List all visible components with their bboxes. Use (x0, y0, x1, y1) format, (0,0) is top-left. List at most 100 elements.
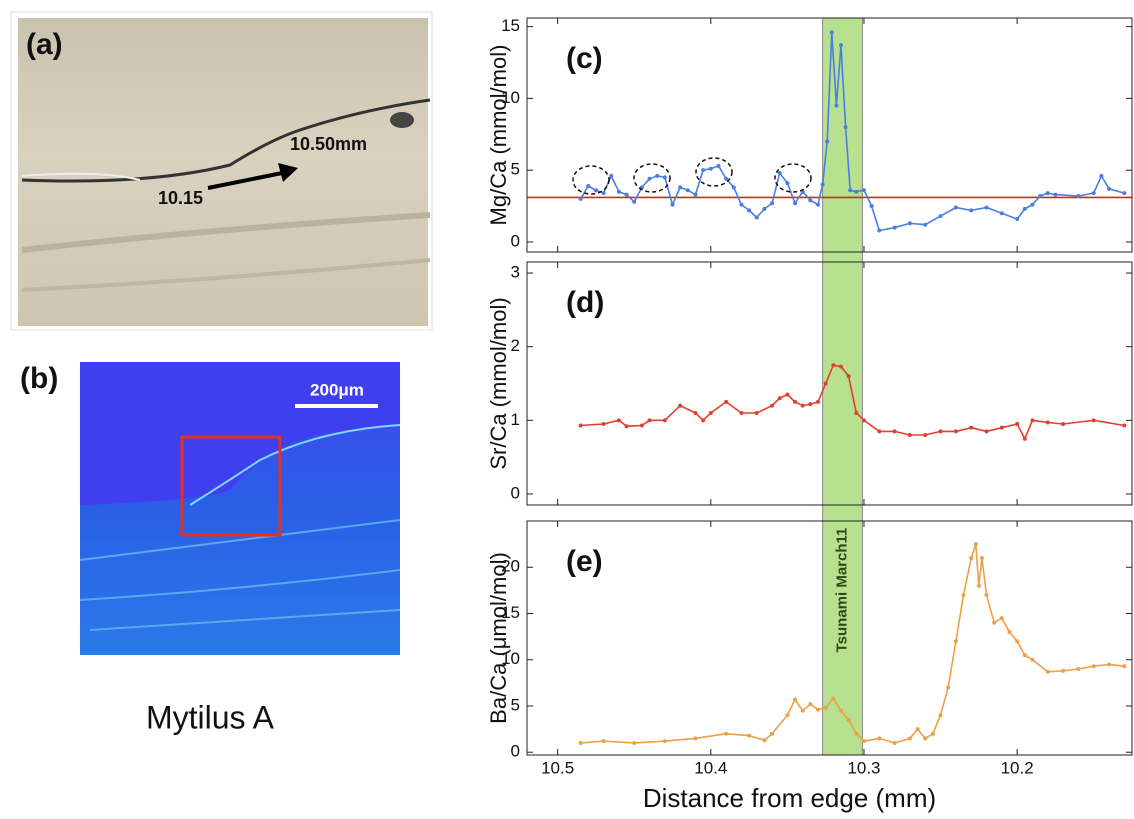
data-point (754, 410, 759, 415)
data-point (969, 425, 974, 430)
x-tick-label: 10.4 (694, 758, 727, 777)
y-tick-label: 0 (511, 742, 520, 761)
data-point (785, 181, 790, 186)
data-point (953, 639, 958, 644)
peak-circles (572, 157, 812, 195)
data-point (816, 399, 821, 404)
plot-frame (526, 261, 1133, 506)
data-point (770, 201, 775, 206)
data-point (1107, 186, 1112, 191)
growth-line (21, 212, 431, 253)
peak-circle (774, 163, 812, 193)
data-point (762, 738, 767, 743)
panel-label: (e) (566, 545, 603, 578)
peak-circle (695, 157, 733, 187)
arrow-head (278, 163, 298, 182)
data-point (586, 183, 591, 188)
y-tick-label: 5 (511, 695, 520, 714)
data-point (892, 740, 897, 745)
data-point (923, 222, 928, 227)
data-point (1091, 418, 1096, 423)
data-point (647, 176, 652, 181)
data-point (846, 374, 851, 379)
shell-feature (390, 112, 414, 128)
data-point (976, 583, 981, 588)
data-point (915, 727, 920, 732)
data-point (953, 429, 958, 434)
data-point (999, 616, 1004, 621)
data-point (808, 702, 813, 707)
data-point (946, 685, 951, 690)
data-point (662, 175, 667, 180)
arrow (207, 170, 288, 190)
photo (18, 18, 428, 326)
data-point (601, 739, 606, 744)
data-point (609, 173, 614, 178)
data-point (1107, 662, 1112, 667)
data-point (793, 399, 798, 404)
data-point (1007, 629, 1012, 634)
data-point (793, 697, 798, 702)
growth-band (79, 519, 401, 631)
data-point (724, 399, 729, 404)
data-point (1030, 202, 1035, 207)
y-axis-label: Sr/Ca (mmol/mol) (486, 297, 511, 469)
data-point (831, 696, 836, 701)
data-point (861, 739, 866, 744)
shell-edge (21, 98, 431, 183)
data-point (877, 228, 882, 233)
data-point (647, 418, 652, 423)
y-axis-label: Ba/Ca (μmol/mol) (486, 552, 511, 724)
y-tick-label: 10 (501, 649, 520, 668)
data-point (724, 731, 729, 736)
data-point (877, 736, 882, 741)
data-point (754, 215, 759, 220)
y-tick-label: 15 (501, 16, 520, 35)
data-point (907, 736, 912, 741)
data-point (1091, 191, 1096, 196)
data-point (892, 429, 897, 434)
data-point (632, 199, 637, 204)
data-point (1045, 420, 1050, 425)
data-point (1030, 418, 1035, 423)
data-point (816, 707, 821, 712)
data-point (693, 410, 698, 415)
data-point (708, 166, 713, 171)
data-point (693, 736, 698, 741)
data-point (800, 403, 805, 408)
y-tick-label: 0 (511, 483, 520, 502)
data-point (678, 403, 683, 408)
x-axis-label: Distance from edge (mm) (643, 783, 936, 813)
data-point (923, 433, 928, 438)
data-point (724, 176, 729, 181)
data-point (999, 425, 1004, 430)
data-point (1022, 206, 1027, 211)
panel-label: (b) (20, 362, 58, 395)
data-point (923, 736, 928, 741)
data-point (838, 364, 843, 369)
caption: Mytilus A (146, 699, 275, 735)
data-point (930, 731, 935, 736)
data-point (716, 163, 721, 168)
annotation: 10.15 (158, 188, 203, 208)
data-point (861, 188, 866, 193)
data-point (846, 717, 851, 722)
data-point (834, 103, 839, 108)
data-point (969, 555, 974, 560)
data-point (869, 204, 874, 209)
data-point (848, 188, 853, 193)
y-tick-label: 1 (511, 410, 520, 429)
y-tick-label: 0 (511, 231, 520, 250)
data-point (1015, 216, 1020, 221)
data-point (1015, 639, 1020, 644)
data-point (938, 713, 943, 718)
data-point (662, 739, 667, 744)
data-point (777, 396, 782, 401)
data-point (823, 705, 828, 710)
data-point (938, 429, 943, 434)
data-point (616, 189, 621, 194)
x-tick-label: 10.2 (1001, 758, 1034, 777)
peak-circle (633, 163, 671, 193)
